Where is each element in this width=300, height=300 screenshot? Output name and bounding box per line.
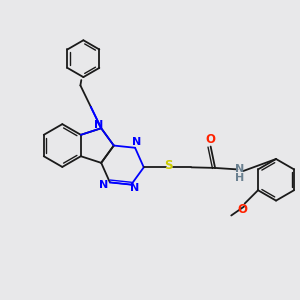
- Text: O: O: [206, 134, 216, 146]
- Text: N: N: [94, 120, 104, 130]
- Text: N: N: [132, 137, 141, 147]
- Text: N: N: [99, 180, 108, 190]
- Text: O: O: [237, 203, 247, 216]
- Text: N: N: [130, 183, 139, 193]
- Text: S: S: [164, 159, 173, 172]
- Text: H: H: [235, 173, 244, 183]
- Text: N: N: [235, 164, 244, 174]
